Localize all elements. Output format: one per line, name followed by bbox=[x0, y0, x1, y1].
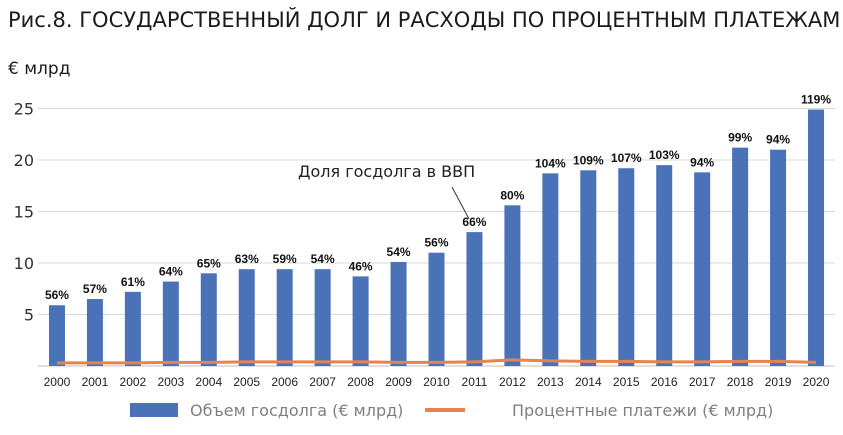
data-label-2020: 119% bbox=[801, 93, 831, 107]
bar-2020 bbox=[808, 109, 825, 366]
y-tick-label: 5 bbox=[24, 306, 34, 325]
bar-2015 bbox=[618, 168, 635, 366]
y-tick-label: 25 bbox=[14, 100, 34, 119]
annotation-group: Доля госдолга в ВВП bbox=[298, 162, 475, 220]
x-tick-label: 2007 bbox=[309, 375, 336, 389]
bar-2012 bbox=[504, 205, 521, 366]
x-tick-label: 2000 bbox=[44, 375, 71, 389]
x-tick-label: 2020 bbox=[803, 375, 830, 389]
x-tick-label: 2016 bbox=[651, 375, 678, 389]
bar-2016 bbox=[656, 165, 673, 366]
legend-label-debt: Объем госдолга (€ млрд) bbox=[190, 401, 403, 420]
bar-2005 bbox=[238, 269, 255, 366]
bar-2017 bbox=[694, 172, 711, 366]
x-tick-label: 2006 bbox=[271, 375, 298, 389]
data-label-2006: 59% bbox=[273, 252, 297, 266]
legend-swatch-debt bbox=[130, 403, 178, 417]
data-label-2002: 61% bbox=[121, 275, 145, 289]
x-tick-label: 2008 bbox=[347, 375, 374, 389]
data-label-2003: 64% bbox=[159, 265, 183, 279]
x-tick-label: 2012 bbox=[499, 375, 526, 389]
annotation-leader-line bbox=[451, 186, 470, 220]
bar-2013 bbox=[542, 173, 559, 366]
data-label-2005: 63% bbox=[235, 252, 259, 266]
x-tick-label: 2005 bbox=[233, 375, 260, 389]
x-tick-label: 2001 bbox=[82, 375, 109, 389]
x-tick-label: 2002 bbox=[120, 375, 147, 389]
annotation-text: Доля госдолга в ВВП bbox=[298, 162, 475, 181]
x-tick-label: 2017 bbox=[689, 375, 716, 389]
data-label-2019: 94% bbox=[766, 133, 790, 147]
data-label-2008: 46% bbox=[349, 259, 373, 273]
data-label-2015: 107% bbox=[611, 151, 642, 165]
x-tick-label: 2004 bbox=[195, 375, 222, 389]
x-tick-label: 2015 bbox=[613, 375, 640, 389]
bar-2009 bbox=[390, 261, 407, 366]
data-label-2007: 54% bbox=[311, 252, 335, 266]
bar-2006 bbox=[276, 269, 293, 366]
x-tick-label: 2019 bbox=[765, 375, 792, 389]
x-tick-label: 2009 bbox=[385, 375, 412, 389]
data-label-2004: 65% bbox=[197, 256, 221, 270]
bar-series bbox=[48, 109, 825, 366]
data-label-2013: 104% bbox=[535, 156, 566, 170]
bar-2014 bbox=[580, 170, 597, 366]
x-tick-label: 2014 bbox=[575, 375, 602, 389]
x-tick-label: 2018 bbox=[727, 375, 754, 389]
line-series bbox=[56, 358, 817, 365]
data-label-2016: 103% bbox=[649, 148, 680, 162]
data-label-2014: 109% bbox=[573, 153, 604, 167]
y-tick-label: 15 bbox=[14, 203, 34, 222]
data-label-2000: 56% bbox=[45, 288, 69, 302]
y-axis-ticks: 5 10 15 20 25 bbox=[14, 100, 34, 325]
bar-2002 bbox=[124, 291, 141, 366]
x-tick-label: 2013 bbox=[537, 375, 564, 389]
y-tick-label: 10 bbox=[14, 254, 34, 273]
legend: Объем госдолга (€ млрд) Процентные плате… bbox=[130, 401, 773, 420]
bar-2000 bbox=[48, 305, 65, 366]
x-tick-label: 2010 bbox=[423, 375, 450, 389]
bar-2010 bbox=[428, 252, 445, 366]
y-tick-label: 20 bbox=[14, 151, 34, 170]
bar-2018 bbox=[732, 147, 749, 366]
x-axis-ticks: 2000 2001 2002 2003 2004 2005 2006 2007 2008 2009… bbox=[44, 375, 830, 389]
data-labels: 56% 57% 61% 64% 65% 63% 59% 54% 46% 54% 56% 66% 80% 1… bbox=[45, 93, 831, 303]
chart-title: Рис.8. ГОСУДАРСТВЕННЫЙ ДОЛГ И РАСХОДЫ ПО… bbox=[8, 7, 840, 32]
bar-2007 bbox=[314, 269, 331, 366]
x-tick-label: 2011 bbox=[462, 375, 488, 389]
bar-2001 bbox=[86, 299, 103, 366]
bar-2004 bbox=[200, 273, 217, 366]
data-label-2011: 66% bbox=[462, 215, 486, 229]
legend-swatch-interest bbox=[425, 408, 465, 412]
interest-line bbox=[56, 358, 817, 365]
bar-2008 bbox=[352, 276, 369, 366]
bar-2011 bbox=[466, 232, 483, 366]
bar-2019 bbox=[770, 149, 787, 366]
bar-2003 bbox=[162, 281, 179, 366]
data-label-2009: 54% bbox=[387, 245, 411, 259]
y-unit-label: € млрд bbox=[8, 59, 70, 79]
legend-label-interest: Процентные платежи (€ млрд) bbox=[512, 401, 773, 420]
data-label-2010: 56% bbox=[424, 236, 448, 250]
data-label-2001: 57% bbox=[83, 282, 107, 296]
data-label-2017: 94% bbox=[690, 155, 714, 169]
x-tick-label: 2003 bbox=[157, 375, 184, 389]
data-label-2018: 99% bbox=[728, 131, 752, 145]
data-label-2012: 80% bbox=[500, 188, 524, 202]
